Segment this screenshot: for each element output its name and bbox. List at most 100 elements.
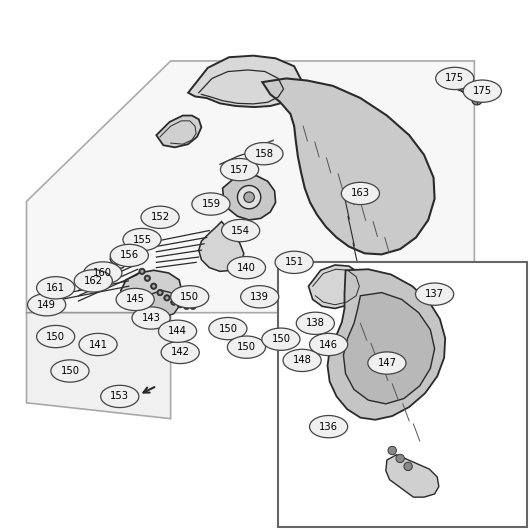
Text: 162: 162 [84,276,103,286]
Text: 155: 155 [132,235,152,244]
Polygon shape [26,61,474,313]
Circle shape [177,302,183,308]
Ellipse shape [416,283,454,305]
Text: 160: 160 [93,268,112,278]
Text: 152: 152 [151,213,170,222]
Circle shape [146,277,149,280]
Circle shape [472,94,482,105]
Ellipse shape [192,193,230,215]
Text: 141: 141 [89,340,108,349]
Ellipse shape [209,317,247,340]
Circle shape [165,296,169,299]
Polygon shape [262,78,435,254]
Ellipse shape [220,158,259,181]
Polygon shape [121,270,181,313]
Ellipse shape [51,360,89,382]
Text: 157: 157 [230,165,249,174]
Text: 150: 150 [180,292,199,302]
Ellipse shape [436,67,474,90]
Ellipse shape [368,352,406,374]
Ellipse shape [463,80,501,102]
Circle shape [388,446,396,455]
Circle shape [164,295,170,301]
Circle shape [172,301,175,304]
Ellipse shape [296,312,334,334]
Ellipse shape [28,294,66,316]
Text: 148: 148 [293,356,312,365]
Text: 142: 142 [171,348,190,357]
Polygon shape [223,175,276,220]
Text: 144: 144 [168,326,187,336]
Ellipse shape [241,286,279,308]
Text: 138: 138 [306,319,325,328]
Text: 163: 163 [351,189,370,198]
Text: 143: 143 [142,313,161,323]
Ellipse shape [171,286,209,308]
Circle shape [404,462,412,471]
Polygon shape [343,293,435,404]
Circle shape [139,268,145,275]
Polygon shape [147,290,179,317]
Ellipse shape [158,320,197,342]
Ellipse shape [37,277,75,299]
Polygon shape [199,222,244,271]
Text: 159: 159 [201,199,220,209]
Ellipse shape [132,307,170,329]
Text: 175: 175 [445,74,464,83]
Text: 158: 158 [254,149,273,158]
Ellipse shape [283,349,321,372]
Text: 149: 149 [37,300,56,310]
Circle shape [396,454,404,463]
Circle shape [191,305,195,308]
Ellipse shape [161,341,199,364]
Polygon shape [156,116,201,147]
Ellipse shape [227,336,266,358]
Text: 151: 151 [285,258,304,267]
Text: 150: 150 [271,334,290,344]
Circle shape [185,305,188,308]
Circle shape [244,192,254,202]
Polygon shape [386,455,439,497]
Text: 145: 145 [126,295,145,304]
Text: 153: 153 [110,392,129,401]
Circle shape [140,270,144,273]
Circle shape [183,303,190,310]
Ellipse shape [245,143,283,165]
Ellipse shape [222,219,260,242]
Circle shape [152,285,155,288]
Text: 150: 150 [46,332,65,341]
Text: 137: 137 [425,289,444,299]
Circle shape [144,275,151,281]
Ellipse shape [110,244,148,267]
Ellipse shape [116,288,154,311]
Text: 175: 175 [473,86,492,96]
Ellipse shape [310,333,348,356]
Ellipse shape [275,251,313,273]
Polygon shape [308,265,363,308]
Ellipse shape [141,206,179,228]
Text: 154: 154 [231,226,250,235]
Ellipse shape [310,416,348,438]
Ellipse shape [262,328,300,350]
Ellipse shape [227,257,266,279]
Ellipse shape [101,385,139,408]
Circle shape [157,289,163,296]
Text: 156: 156 [120,251,139,260]
Bar [278,262,527,527]
Polygon shape [328,269,445,420]
Circle shape [237,186,261,209]
Text: 150: 150 [218,324,237,333]
Ellipse shape [37,325,75,348]
Circle shape [171,299,177,305]
Text: 150: 150 [60,366,80,376]
Text: 139: 139 [250,292,269,302]
Circle shape [158,291,162,294]
Text: 146: 146 [319,340,338,349]
Ellipse shape [79,333,117,356]
Polygon shape [188,56,301,107]
Circle shape [460,82,471,93]
Text: 147: 147 [377,358,396,368]
Ellipse shape [74,270,112,292]
Circle shape [179,303,182,306]
Circle shape [151,283,157,289]
